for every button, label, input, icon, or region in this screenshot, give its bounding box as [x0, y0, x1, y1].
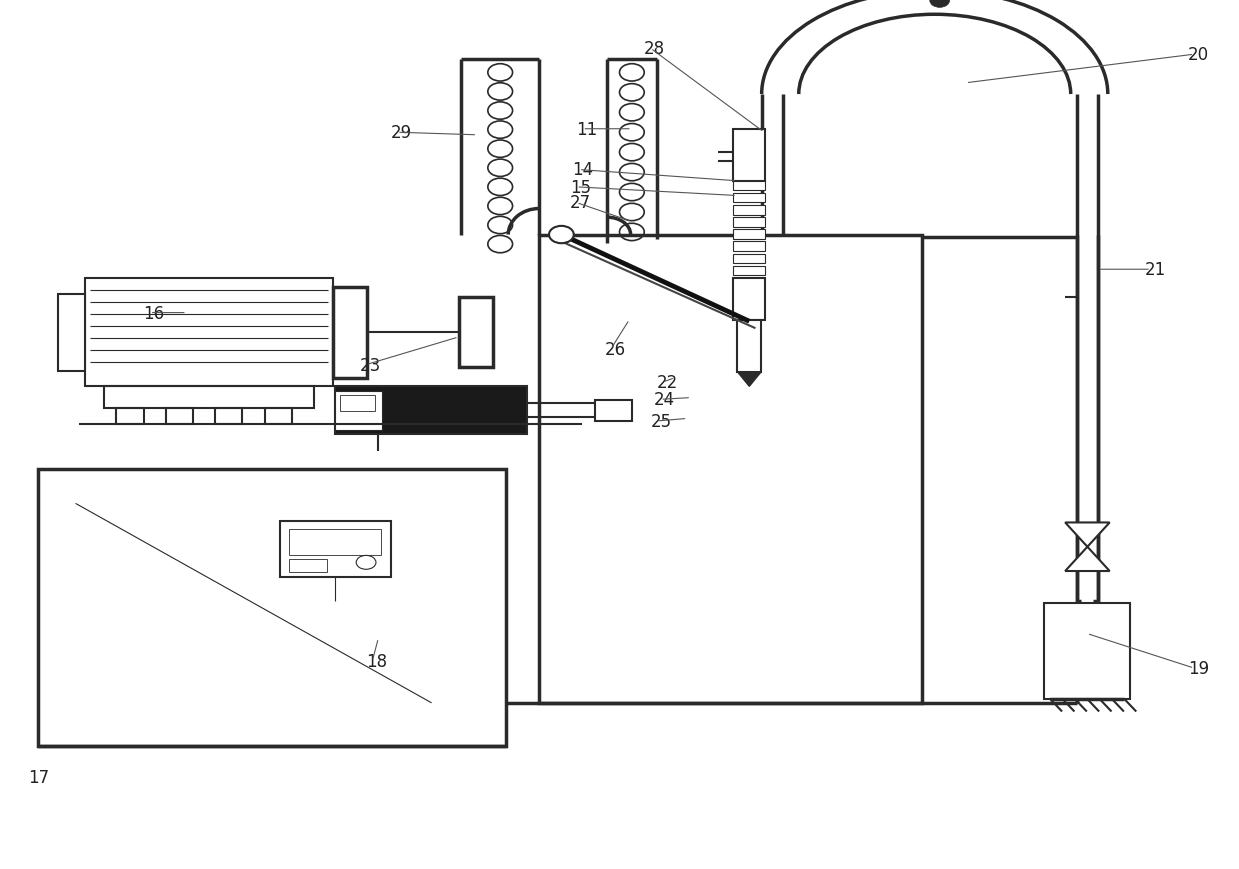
Text: 22: 22	[657, 374, 678, 392]
Bar	[539, 235, 922, 703]
Bar	[733, 279, 766, 320]
Bar	[595, 401, 632, 421]
Text: 14: 14	[572, 162, 593, 179]
Text: 19: 19	[1188, 660, 1209, 677]
Bar	[58, 295, 85, 371]
Bar	[290, 530, 380, 556]
Bar	[216, 408, 243, 424]
Bar	[38, 469, 506, 746]
Bar	[458, 298, 493, 368]
Bar	[733, 218, 766, 228]
Circle shape	[929, 0, 949, 9]
Bar	[336, 391, 382, 430]
Text: 21: 21	[1145, 261, 1166, 279]
Bar	[733, 206, 766, 216]
Bar	[333, 288, 367, 378]
Bar	[280, 521, 390, 577]
Text: 23: 23	[359, 356, 382, 375]
Bar	[265, 408, 292, 424]
Polygon shape	[737, 372, 761, 387]
Bar	[85, 279, 333, 387]
Polygon shape	[1066, 523, 1110, 571]
Text: 28: 28	[644, 40, 665, 58]
Text: 26: 26	[605, 341, 626, 359]
Bar	[116, 408, 144, 424]
Bar	[1043, 603, 1130, 699]
Text: 25: 25	[650, 413, 672, 430]
Bar	[290, 560, 327, 572]
Bar	[733, 242, 766, 252]
Text: 20: 20	[1188, 46, 1209, 64]
Bar	[733, 182, 766, 191]
Bar	[341, 395, 374, 411]
Circle shape	[549, 227, 574, 244]
Text: 24: 24	[654, 391, 675, 408]
Bar	[737, 320, 761, 372]
Text: 11: 11	[576, 121, 597, 138]
Bar	[733, 255, 766, 264]
Bar	[733, 194, 766, 203]
Text: 17: 17	[28, 767, 50, 786]
Text: 27: 27	[570, 195, 591, 212]
Bar	[733, 129, 766, 182]
Bar	[104, 387, 315, 408]
Bar	[336, 387, 527, 434]
Text: 15: 15	[570, 179, 591, 196]
Text: 18: 18	[366, 653, 388, 671]
Bar	[733, 230, 766, 240]
Bar	[733, 267, 766, 276]
Bar	[166, 408, 193, 424]
Text: 29: 29	[390, 124, 411, 142]
Text: 16: 16	[144, 304, 165, 322]
Circle shape	[356, 556, 375, 570]
